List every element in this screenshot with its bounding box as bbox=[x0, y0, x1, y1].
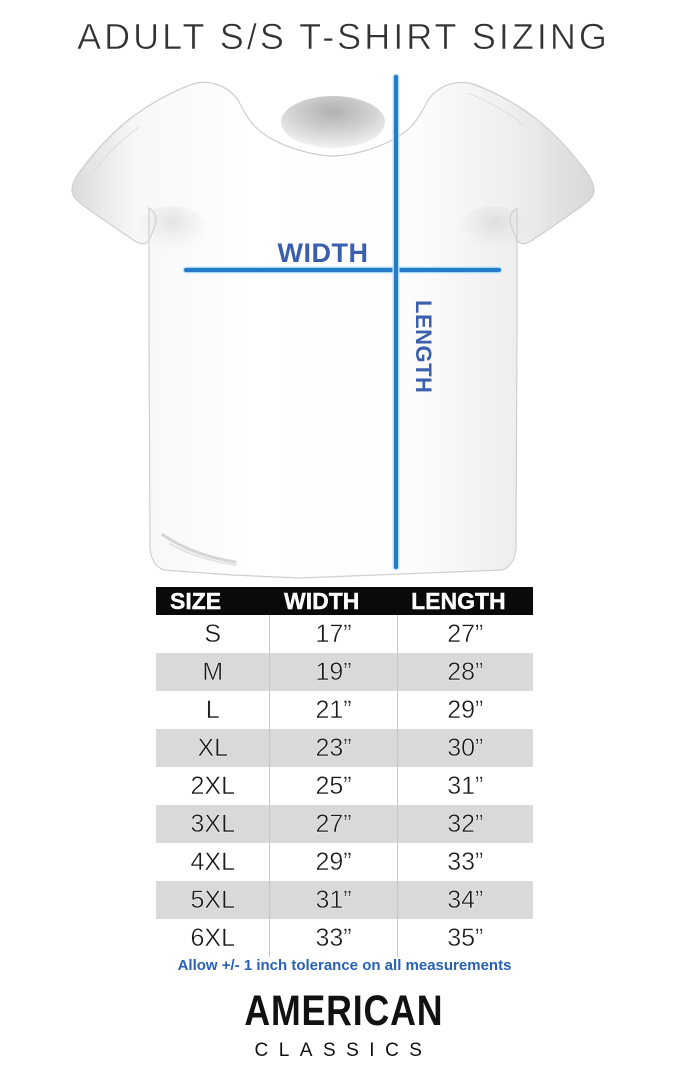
svg-text:WIDTH: WIDTH bbox=[278, 238, 369, 268]
svg-text:LENGTH: LENGTH bbox=[411, 300, 436, 393]
